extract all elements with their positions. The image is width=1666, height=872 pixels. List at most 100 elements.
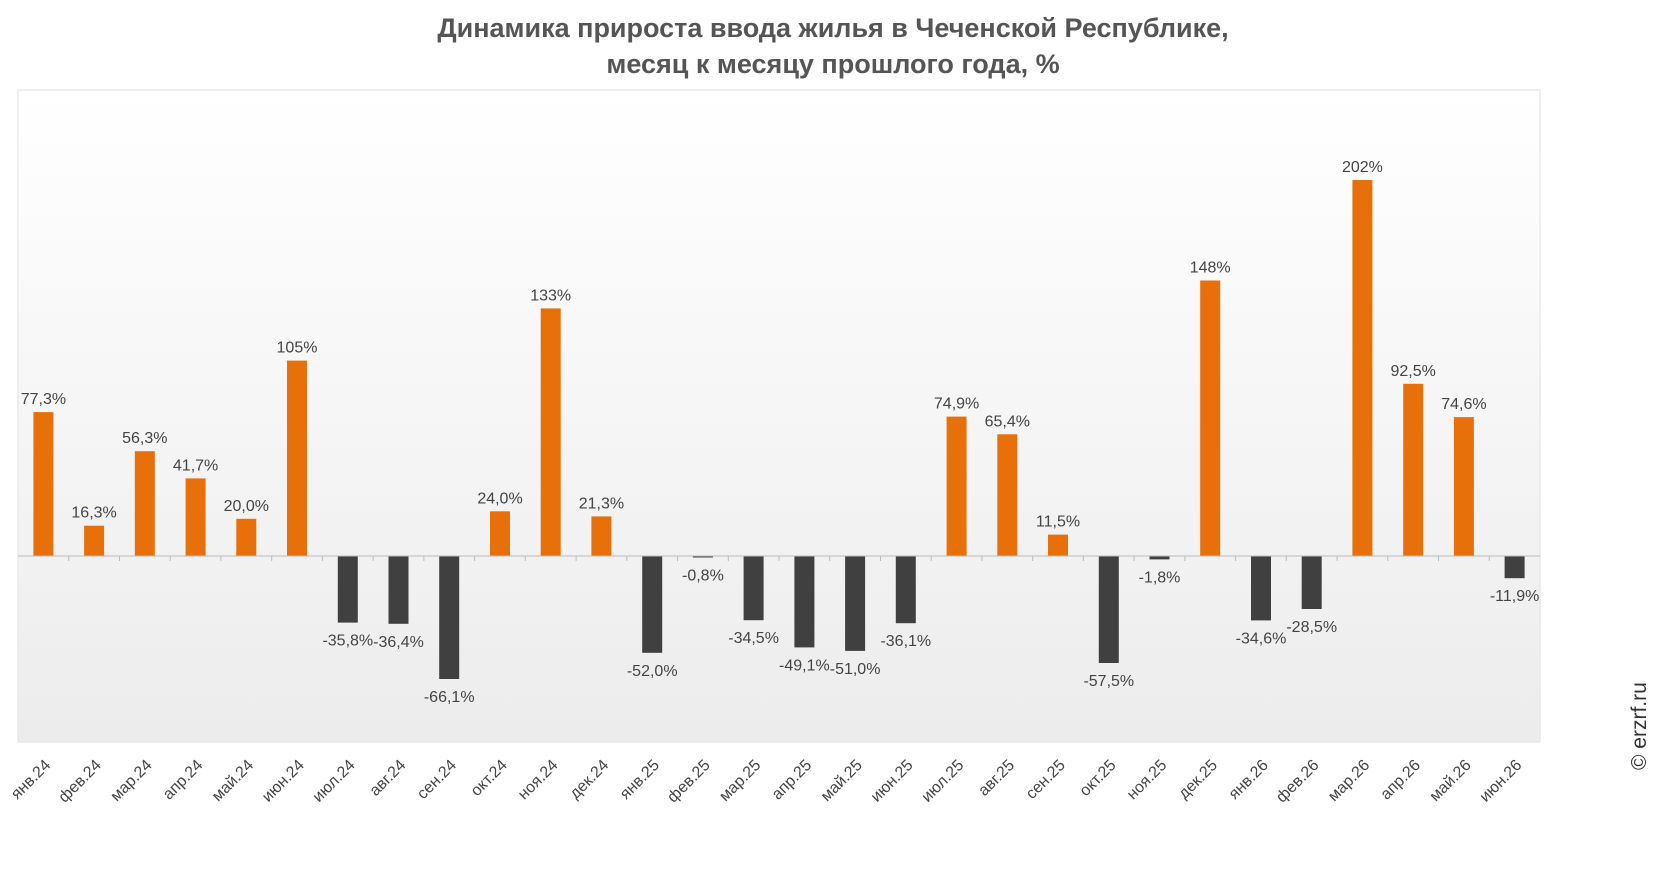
data-label-19: 65,4% — [985, 413, 1030, 430]
bar-25 — [1301, 556, 1322, 609]
bar-22 — [1149, 556, 1170, 560]
category-label-7: авг.24 — [367, 757, 410, 800]
category-label-19: авг.25 — [975, 757, 1018, 800]
bar-28 — [1453, 417, 1474, 556]
data-label-7: -36,4% — [373, 634, 424, 651]
category-label-22: ноя.25 — [1124, 757, 1170, 803]
category-label-3: апр.24 — [160, 757, 207, 804]
bar-20 — [1048, 534, 1068, 556]
category-label-21: окт.25 — [1077, 757, 1120, 800]
category-label-13: фев.25 — [664, 757, 713, 806]
data-label-18: 74,9% — [934, 396, 979, 413]
category-label-15: апр.25 — [769, 757, 816, 804]
category-label-28: май.26 — [1427, 757, 1475, 805]
data-label-14: -34,5% — [728, 630, 779, 647]
data-label-25: -28,5% — [1286, 619, 1337, 636]
data-labels-group: 77,3% 16,3% 56,3% 41,7% 20,0% 105% -35,8% -36,4… — [21, 159, 1540, 706]
category-label-6: июл.24 — [310, 757, 359, 806]
data-label-4: 20,0% — [224, 498, 269, 515]
bar-10 — [540, 308, 561, 556]
chart-title: Динамика прироста ввода жилья в Чеченско… — [0, 10, 1666, 82]
data-label-9: 24,0% — [477, 490, 522, 507]
chart-title-line-2: месяц к месяцу прошлого года, % — [606, 49, 1060, 79]
category-label-11: дек.24 — [567, 757, 613, 803]
category-label-8: сен.24 — [414, 757, 460, 803]
data-label-16: -51,0% — [830, 661, 881, 678]
category-label-17: июн.25 — [868, 757, 917, 806]
bars-group — [33, 180, 1525, 679]
data-label-5: 105% — [277, 340, 318, 357]
data-label-27: 92,5% — [1391, 363, 1436, 380]
data-label-26: 202% — [1342, 159, 1383, 176]
category-label-25: фев.26 — [1273, 757, 1322, 806]
data-label-28: 74,6% — [1441, 396, 1486, 413]
category-label-4: май.24 — [209, 757, 257, 805]
watermark: © erzrf.ru — [1628, 682, 1651, 770]
bar-13 — [692, 556, 713, 558]
data-label-20: 11,5% — [1036, 514, 1080, 531]
category-label-5: июн.24 — [259, 757, 308, 806]
category-label-27: апр.26 — [1378, 757, 1425, 804]
data-label-1: 16,3% — [71, 505, 116, 522]
data-label-11: 21,3% — [579, 495, 624, 512]
bar-26 — [1352, 180, 1373, 556]
x-ticks-group — [18, 555, 1540, 561]
data-label-24: -34,6% — [1236, 630, 1287, 647]
bar-18 — [946, 416, 967, 556]
data-label-12: -52,0% — [627, 663, 678, 680]
bar-24 — [1251, 556, 1271, 621]
category-label-14: мар.25 — [716, 757, 764, 805]
category-label-26: мар.26 — [1325, 757, 1373, 805]
category-label-20: сен.25 — [1023, 757, 1069, 803]
bar-5 — [287, 360, 307, 556]
category-label-18: июл.25 — [919, 757, 968, 806]
data-label-29: -11,9% — [1490, 588, 1540, 605]
bar-17 — [895, 556, 916, 624]
bar-2 — [134, 451, 155, 556]
bar-29 — [1504, 556, 1525, 579]
category-label-2: мар.24 — [108, 757, 156, 805]
bar-15 — [794, 556, 815, 648]
category-label-29: июн.26 — [1477, 757, 1526, 806]
data-label-10: 133% — [530, 287, 571, 304]
data-label-6: -35,8% — [322, 633, 373, 650]
category-label-1: фев.24 — [56, 757, 105, 806]
chart-title-line-1: Динамика прироста ввода жилья в Чеченско… — [437, 13, 1229, 43]
data-label-3: 41,7% — [173, 457, 218, 474]
data-label-2: 56,3% — [122, 430, 167, 447]
category-label-12: янв.25 — [617, 757, 663, 803]
data-label-21: -57,5% — [1083, 673, 1134, 690]
data-label-23: 148% — [1190, 260, 1231, 277]
bar-9 — [490, 511, 510, 556]
bar-6 — [337, 556, 358, 623]
bar-3 — [185, 478, 206, 556]
bar-16 — [845, 556, 866, 651]
category-label-16: май.25 — [818, 757, 866, 805]
bar-23 — [1200, 280, 1221, 556]
category-labels-group: янв.24 фев.24 мар.24 апр.24 май.24 июн.24 июл.… — [8, 757, 1525, 806]
bar-0 — [33, 412, 54, 556]
category-label-10: ноя.24 — [515, 757, 561, 803]
plot-area — [17, 89, 1541, 743]
bar-14 — [743, 556, 764, 621]
category-label-9: окт.24 — [468, 757, 511, 800]
bar-1 — [84, 525, 105, 556]
data-label-0: 77,3% — [21, 391, 66, 408]
bar-19 — [997, 434, 1018, 556]
data-label-15: -49,1% — [779, 657, 830, 674]
data-label-17: -36,1% — [880, 633, 931, 650]
category-label-0: янв.24 — [8, 757, 54, 803]
bar-4 — [236, 518, 257, 556]
data-label-8: -66,1% — [424, 689, 475, 706]
bar-21 — [1098, 556, 1119, 663]
data-label-13: -0,8% — [682, 568, 724, 585]
data-label-22: -1,8% — [1139, 569, 1181, 586]
category-label-23: дек.25 — [1175, 757, 1221, 803]
bar-8 — [439, 556, 460, 679]
bar-27 — [1403, 383, 1424, 556]
category-label-24: янв.26 — [1226, 757, 1272, 803]
bar-11 — [591, 516, 612, 556]
bar-7 — [388, 556, 409, 624]
bar-12 — [642, 556, 663, 653]
